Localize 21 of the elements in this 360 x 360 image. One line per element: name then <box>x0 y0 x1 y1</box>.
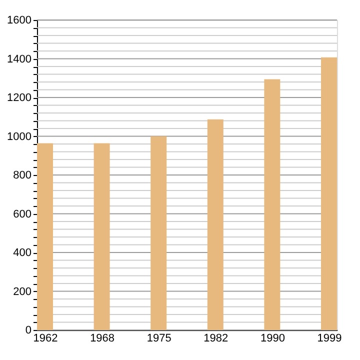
y-tick-label: 0 <box>25 324 32 336</box>
x-tick-label: 1975 <box>146 332 172 344</box>
bar <box>150 136 167 330</box>
bar <box>94 143 110 330</box>
y-tick-label: 1600 <box>7 14 32 26</box>
y-tick-label: 1400 <box>7 53 32 66</box>
bar <box>207 119 224 330</box>
y-tick-label: 800 <box>13 170 32 182</box>
x-tick-label: 1999 <box>317 332 342 344</box>
bar <box>37 143 53 330</box>
y-tick-label: 200 <box>13 286 32 298</box>
y-tick-label: 400 <box>13 247 32 259</box>
x-tick-label: 1982 <box>204 332 228 344</box>
x-tick-label: 1962 <box>33 332 58 344</box>
bar <box>264 79 280 330</box>
bar <box>321 57 337 330</box>
y-tick-label: 1000 <box>7 130 32 143</box>
x-tick-label: 1990 <box>260 332 285 344</box>
x-tick-label: 1968 <box>90 332 115 344</box>
y-tick-label: 1200 <box>7 92 32 104</box>
y-tick-label: 600 <box>13 208 32 220</box>
